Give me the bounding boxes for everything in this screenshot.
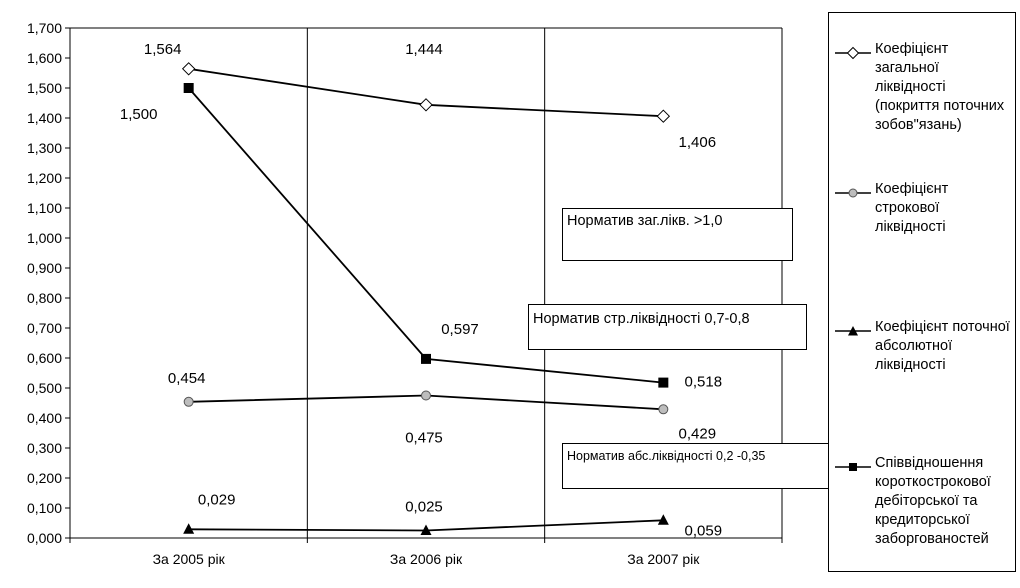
legend: Коефіцієнт загальної ліквідності (покрит… [828, 12, 1016, 572]
y-tick-label: 0,000 [27, 530, 62, 546]
y-tick-label: 0,700 [27, 320, 62, 336]
diamond-point [181, 62, 196, 76]
y-tick-label: 0,200 [27, 470, 62, 486]
y-tick-label: 1,300 [27, 140, 62, 156]
y-tick-labels: 0,000 0,100 0,200 0,300 0,400 0,500 0,600 0,700… [27, 20, 62, 546]
data-label: 0,597 [441, 321, 479, 338]
data-label: 1,500 [120, 106, 158, 123]
data-label: 1,406 [679, 134, 717, 151]
circle-point [183, 396, 194, 407]
triangle-point [420, 524, 432, 535]
triangle-point [183, 523, 195, 534]
triangle-point [657, 514, 669, 525]
x-tick-label: За 2005 рік [153, 551, 226, 567]
square-point [658, 377, 669, 388]
y-tick-label: 0,600 [27, 350, 62, 366]
y-tick-label: 1,700 [27, 20, 62, 36]
circle-marker-icon [835, 188, 871, 198]
diamond-point [419, 98, 433, 112]
annotation-absolute-liquidity: Норматив абс.ліквідності 0,2 -0,35 [562, 443, 830, 489]
data-label: 0,454 [168, 370, 206, 387]
diamond-marker-icon [835, 46, 871, 60]
data-label: 0,518 [685, 374, 723, 391]
series-lines [181, 62, 671, 535]
y-tick-label: 0,100 [27, 500, 62, 516]
y-tick-label: 0,900 [27, 260, 62, 276]
x-tick-labels: За 2005 рік За 2006 рік За 2007 рік [153, 551, 701, 567]
square-point [421, 353, 431, 364]
diamond-point [656, 109, 671, 123]
data-label: 0,059 [685, 522, 723, 539]
annotation-general-liquidity: Норматив заг.лікв. >1,0 [562, 208, 793, 261]
annotation-term-liquidity: Норматив стр.ліквідності 0,7-0,8 [528, 304, 807, 350]
legend-label: Коефіцієнт строкової ліквідності [875, 181, 949, 235]
y-tick-label: 1,600 [27, 50, 62, 66]
grid-lines [70, 27, 783, 538]
legend-label: Коефіцієнт загальної ліквідності (покрит… [875, 41, 1005, 133]
y-tick-label: 0,400 [27, 410, 62, 426]
y-tick-label: 1,000 [27, 230, 62, 246]
y-tick-label: 0,500 [27, 380, 62, 396]
y-tick-label: 1,100 [27, 200, 62, 216]
circle-point [658, 404, 669, 415]
data-label: 0,429 [679, 425, 717, 442]
y-tick-label: 1,500 [27, 80, 62, 96]
y-tick-label: 1,200 [27, 170, 62, 186]
data-label: 0,475 [405, 430, 443, 447]
square-point [183, 83, 194, 93]
axes [65, 27, 783, 543]
y-tick-label: 1,400 [27, 110, 62, 126]
x-tick-label: За 2007 рік [627, 551, 700, 567]
y-tick-label: 0,800 [27, 290, 62, 306]
data-label: 1,444 [405, 41, 443, 58]
triangle-marker-icon [835, 326, 871, 336]
y-tick-label: 0,300 [27, 440, 62, 456]
legend-label: Коефіцієнт поточної абсолютної ліквіднос… [875, 319, 1010, 373]
circle-point [421, 390, 431, 401]
data-label: 1,564 [144, 41, 182, 58]
data-label: 0,025 [405, 499, 443, 516]
legend-label: Співвідношення короткострокової дебіторс… [875, 455, 991, 547]
square-marker-icon [835, 463, 871, 471]
data-label: 0,029 [198, 491, 236, 508]
data-labels: 1,564 1,444 1,406 0,454 0,475 0,429 0,029 0,025… [120, 41, 723, 539]
x-tick-label: За 2006 рік [390, 551, 463, 567]
